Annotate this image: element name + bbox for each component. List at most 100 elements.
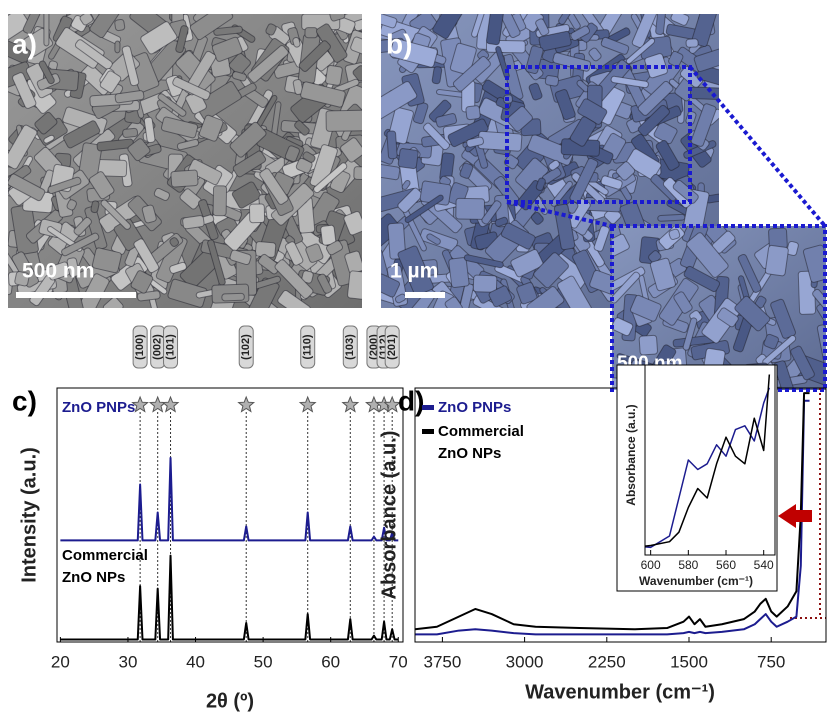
texture — [600, 175, 623, 190]
arrow — [778, 504, 812, 528]
texture — [686, 232, 729, 278]
texture — [12, 72, 37, 109]
texture — [481, 200, 502, 225]
texture — [637, 80, 674, 116]
texture — [329, 14, 346, 22]
peak-label-box — [163, 325, 179, 369]
x-axis-label: Wavenumber (cm⁻¹) — [639, 574, 753, 588]
texture — [653, 121, 678, 145]
texture — [558, 14, 574, 25]
texture — [471, 14, 488, 38]
legend-swatch — [422, 429, 434, 434]
inset-frame — [616, 364, 778, 592]
texture — [88, 171, 115, 200]
texture — [397, 148, 419, 170]
sem-zoom-inset — [612, 226, 826, 390]
x-axis-label: Wavenumber (cm⁻¹) — [525, 681, 715, 703]
texture — [465, 105, 481, 121]
x-tick-label: 2250 — [588, 652, 626, 671]
texture — [655, 14, 667, 35]
legend-swatch — [422, 405, 434, 410]
y-axis-label: Intensity (a.u.) — [18, 447, 40, 583]
texture — [347, 270, 362, 300]
texture — [455, 197, 486, 220]
peak-label: (103) — [344, 334, 356, 360]
texture — [187, 158, 223, 186]
texture — [133, 238, 160, 274]
scale-bar — [405, 292, 445, 298]
texture — [554, 89, 576, 121]
texture — [670, 14, 690, 26]
x-tick-label: 580 — [678, 558, 698, 572]
texture — [668, 228, 681, 240]
texture — [689, 86, 719, 101]
peak-label-box — [384, 325, 400, 369]
texture — [638, 334, 658, 356]
texture — [169, 237, 180, 247]
peak-label: (002) — [152, 334, 164, 360]
texture — [389, 38, 438, 68]
legend-entry: ZnO PNPs — [438, 399, 512, 416]
texture — [153, 187, 171, 201]
legend-label: Commercial ZnO NPs — [62, 547, 148, 586]
legend-entry: ZnO PNPs — [62, 399, 135, 416]
texture — [535, 177, 546, 191]
texture — [114, 40, 121, 54]
texture — [8, 173, 46, 202]
legend-entry: Commercial ZnO NPs — [438, 423, 524, 462]
texture — [691, 14, 719, 48]
texture — [247, 45, 289, 83]
texture — [90, 200, 100, 214]
x-axis-label: 2θ (º) — [206, 690, 254, 712]
texture — [570, 25, 591, 41]
texture — [130, 270, 154, 294]
texture — [34, 111, 58, 135]
texture — [221, 292, 245, 302]
texture — [625, 148, 662, 180]
texture — [457, 283, 474, 308]
x-tick-label: 70 — [389, 652, 408, 671]
texture — [404, 194, 444, 224]
texture — [8, 39, 31, 64]
texture — [790, 345, 815, 381]
scale-bar — [16, 292, 136, 298]
peak-label: (102) — [240, 334, 252, 360]
texture — [516, 282, 538, 305]
texture — [313, 162, 348, 194]
texture — [506, 106, 533, 132]
texture — [317, 273, 333, 294]
texture — [170, 169, 199, 188]
panel-label: d) — [398, 385, 424, 416]
texture — [381, 81, 418, 121]
x-tick-label: 600 — [641, 558, 661, 572]
texture — [786, 240, 799, 256]
texture — [668, 50, 684, 68]
texture — [61, 232, 100, 257]
texture — [401, 179, 411, 190]
texture — [352, 65, 362, 82]
texture — [448, 257, 470, 288]
texture — [100, 199, 131, 230]
texture — [259, 168, 289, 205]
legend-label: ZnO PNPs — [438, 399, 512, 416]
texture — [79, 14, 94, 26]
texture — [452, 55, 491, 92]
texture — [693, 45, 719, 72]
texture — [114, 90, 145, 104]
texture — [229, 121, 267, 158]
texture — [265, 23, 277, 36]
texture — [228, 52, 251, 76]
texture — [249, 203, 266, 224]
texture — [292, 79, 304, 95]
x-tick-label: 3000 — [506, 652, 544, 671]
texture — [277, 290, 311, 308]
texture — [553, 203, 576, 251]
series-line — [415, 399, 810, 636]
x-tick-label: 540 — [754, 558, 774, 572]
panel-label: a) — [12, 28, 37, 59]
texture — [528, 82, 543, 101]
texture — [121, 45, 140, 87]
x-tick-label: 30 — [118, 652, 137, 671]
texture — [588, 47, 602, 62]
